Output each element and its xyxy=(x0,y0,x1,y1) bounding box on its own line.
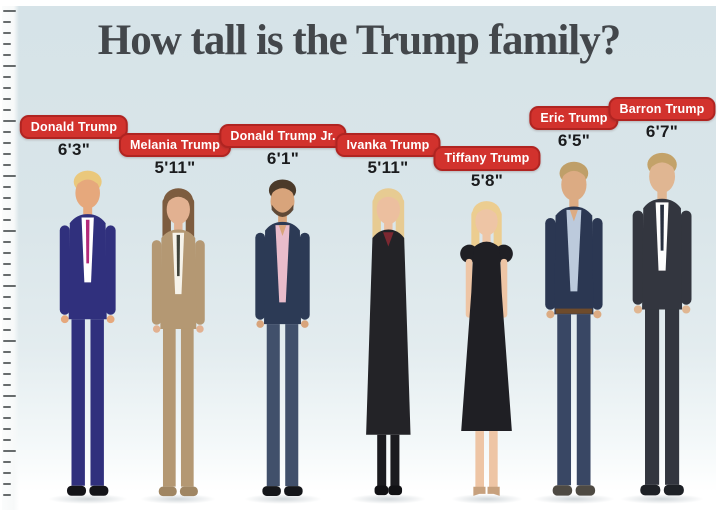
ruler-tick xyxy=(3,175,16,177)
height-label-donald-trump: 6'3" xyxy=(57,139,91,159)
ruler-tick xyxy=(3,274,11,276)
ruler-tick xyxy=(3,219,11,221)
ruler-tick xyxy=(3,32,11,34)
ruler-tick xyxy=(3,417,11,419)
ruler-tick xyxy=(3,21,11,23)
person-figure-melania-trump xyxy=(136,183,221,500)
ruler-tick xyxy=(3,208,11,210)
ruler-tick xyxy=(3,142,11,144)
ruler-tick xyxy=(3,362,11,364)
height-label-donald-trump-jr: 6'1" xyxy=(266,148,300,168)
ruler-tick xyxy=(3,395,16,397)
name-badge-ivanka-trump: Ivanka Trump xyxy=(335,132,441,158)
ruler-tick xyxy=(3,494,11,496)
ground-shadow xyxy=(450,494,524,504)
name-badge-melania-trump: Melania Trump xyxy=(118,132,232,158)
ruler-tick xyxy=(3,318,11,320)
name-badge-tiffany-trump: Tiffany Trump xyxy=(433,146,541,171)
ruler-tick xyxy=(3,384,11,386)
ruler-tick xyxy=(3,450,16,452)
ruler-tick xyxy=(3,197,11,199)
ruler-tick xyxy=(3,483,11,485)
height-label-tiffany-trump: 5'8" xyxy=(470,171,504,191)
ruler-tick xyxy=(3,252,11,254)
name-badge-barron-trump: Barron Trump xyxy=(608,96,716,122)
ruler-tick xyxy=(3,76,11,78)
height-ruler xyxy=(2,6,19,510)
ground-shadow xyxy=(619,494,705,504)
ground-shadow xyxy=(349,494,427,504)
person-silhouette xyxy=(460,201,514,496)
name-badge-donald-trump-jr: Donald Trump Jr. xyxy=(219,123,347,149)
person-silhouette xyxy=(151,187,205,496)
ruler-tick xyxy=(3,109,11,111)
ground-shadow xyxy=(243,494,323,504)
ground-shadow xyxy=(532,494,616,504)
ruler-tick xyxy=(3,241,11,243)
ruler-tick xyxy=(3,373,11,375)
person-figure-barron-trump xyxy=(615,147,709,500)
ground-shadow xyxy=(47,494,129,504)
person-silhouette xyxy=(60,170,116,496)
person-silhouette xyxy=(365,187,411,495)
ruler-tick xyxy=(3,186,11,188)
ruler-tick xyxy=(3,230,16,232)
person-figure-eric-trump xyxy=(528,156,620,500)
ruler-tick xyxy=(3,406,11,408)
height-label-eric-trump: 6'5" xyxy=(557,130,591,150)
ruler-tick xyxy=(3,263,11,265)
ruler-tick xyxy=(3,87,11,89)
ruler-tick xyxy=(3,10,16,12)
ruler-tick xyxy=(3,428,11,430)
ground-shadow xyxy=(139,494,217,504)
ruler-tick xyxy=(3,153,11,155)
ruler-tick xyxy=(3,329,11,331)
height-label-ivanka-trump: 5'11" xyxy=(367,157,409,177)
ruler-tick xyxy=(3,164,11,166)
ruler-tick xyxy=(3,285,16,287)
person-silhouette xyxy=(545,161,603,496)
ruler-tick xyxy=(3,120,16,122)
ruler-tick xyxy=(3,131,11,133)
ruler-tick xyxy=(3,461,11,463)
person-silhouette xyxy=(255,179,311,496)
person-silhouette xyxy=(632,152,692,496)
person-figure-ivanka-trump xyxy=(346,183,431,500)
ruler-tick xyxy=(3,351,11,353)
person-figure-donald-trump-jr xyxy=(239,174,326,500)
person-figure-tiffany-trump xyxy=(446,196,527,500)
ruler-tick xyxy=(3,340,16,342)
name-badge-eric-trump: Eric Trump xyxy=(529,105,619,131)
page-title: How tall is the Trump family? xyxy=(97,17,621,64)
name-badge-donald-trump: Donald Trump xyxy=(19,114,129,140)
height-label-melania-trump: 5'11" xyxy=(154,157,196,177)
ruler-tick xyxy=(3,43,11,45)
ruler-tick xyxy=(3,98,11,100)
ruler-tick xyxy=(3,296,11,298)
person-figure-donald-trump xyxy=(43,165,132,500)
ruler-tick xyxy=(3,472,11,474)
ruler-tick xyxy=(3,307,11,309)
ruler-tick xyxy=(3,54,11,56)
ruler-tick xyxy=(3,439,11,441)
height-label-barron-trump: 6'7" xyxy=(645,121,679,141)
ruler-tick xyxy=(3,65,16,67)
